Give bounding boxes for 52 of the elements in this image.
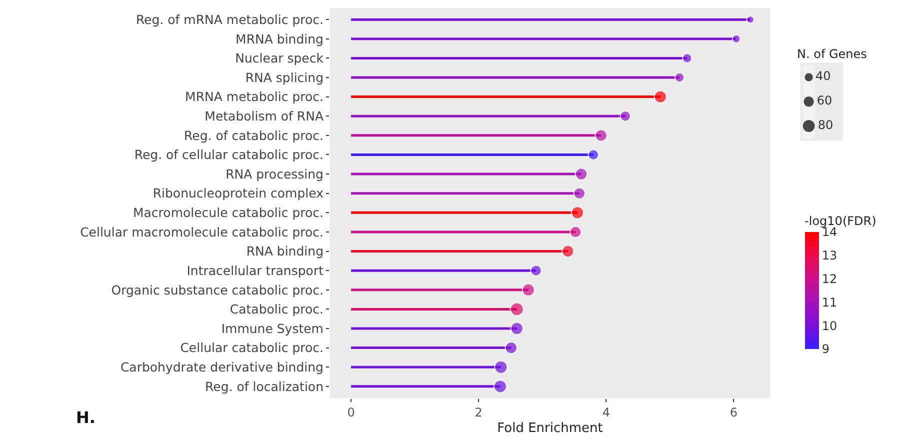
y-tick-label: Immune System: [221, 320, 324, 336]
y-tick-label: Organic substance catabolic proc.: [111, 282, 324, 298]
color-bar-label: 10: [822, 318, 838, 333]
y-tick-label: RNA splicing: [245, 70, 324, 85]
legend-label: 80: [818, 118, 834, 132]
y-tick-label: RNA processing: [226, 166, 324, 182]
x-axis-title: Fold Enrichment: [497, 421, 603, 436]
point: [530, 264, 542, 276]
color-bar-label: 11: [822, 295, 838, 310]
color-bar-label: 9: [822, 342, 830, 356]
point: [510, 322, 524, 336]
y-tick-label: Macromolecule catabolic proc.: [132, 205, 324, 220]
point: [588, 149, 600, 160]
y-tick-label: Carbohydrate derivative binding: [120, 359, 324, 374]
y-tick-label: Cellular catabolic proc.: [180, 340, 324, 356]
text: H.: [76, 408, 96, 427]
y-tick-label: Reg. of catabolic proc.: [184, 128, 324, 143]
point: [494, 380, 508, 394]
point: [510, 302, 524, 316]
point: [574, 168, 588, 180]
color-bar-label: 13: [822, 248, 838, 263]
point: [573, 187, 586, 200]
y-tick-label: Ribonucleoprotein complex: [152, 186, 324, 201]
legend-label: 40: [816, 69, 831, 84]
color-bar-label: 12: [822, 272, 838, 286]
point: [494, 360, 508, 374]
y-tick-label: Reg. of mRNA metabolic proc.: [136, 12, 324, 27]
x-tick-label: 0: [347, 405, 355, 420]
y-tick-label: Intracellular transport: [186, 262, 324, 278]
y-tick-label: RNA binding: [246, 244, 324, 259]
point: [570, 206, 584, 220]
y-tick-label: MRNA metabolic proc.: [185, 89, 324, 104]
color-bar-title: -log10(FDR): [804, 214, 876, 228]
y-tick-label: Reg. of cellular catabolic proc.: [134, 147, 324, 162]
point: [562, 244, 574, 258]
y-tick-label: Cellular macromolecule catabolic proc.: [80, 224, 324, 240]
legend-title: N. of Genes: [797, 47, 867, 61]
y-tick-label: Metabolism of RNA: [204, 108, 324, 124]
y-tick-label: Nuclear speck: [235, 50, 324, 66]
point: [654, 90, 667, 104]
y-tick-label: Catabolic proc.: [230, 302, 324, 317]
x-tick-label: 2: [474, 405, 482, 420]
point: [504, 341, 518, 354]
x-tick-label: 6: [730, 405, 738, 420]
point: [522, 283, 535, 296]
y-tick-label: Reg. of localization: [205, 378, 324, 394]
point: [594, 129, 608, 142]
legend-label: 60: [816, 94, 832, 108]
point: [569, 226, 582, 238]
y-tick-label: MRNA binding: [236, 31, 324, 46]
point: [620, 110, 631, 122]
x-tick-label: 4: [602, 405, 610, 420]
